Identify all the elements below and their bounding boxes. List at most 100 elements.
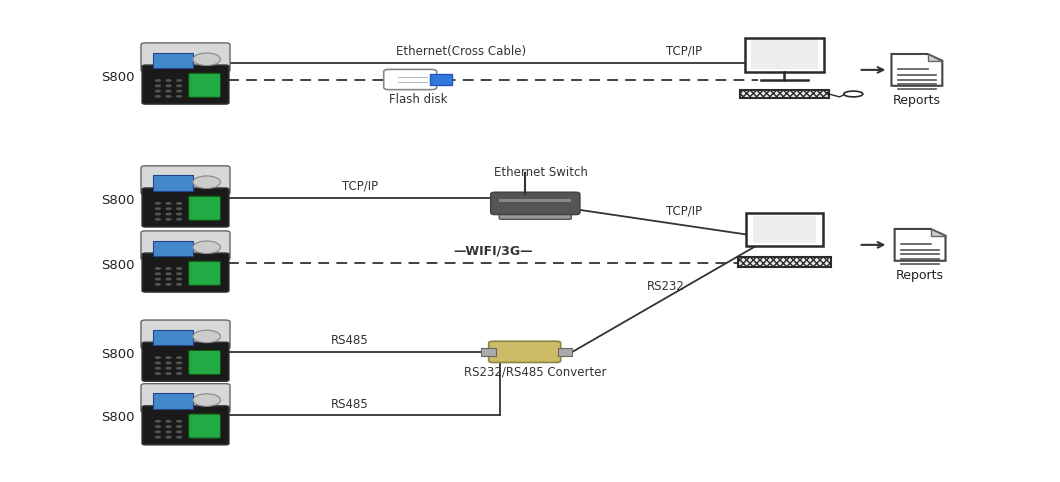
FancyBboxPatch shape xyxy=(141,43,230,72)
FancyBboxPatch shape xyxy=(153,330,193,345)
Circle shape xyxy=(176,202,182,205)
FancyBboxPatch shape xyxy=(153,241,193,256)
FancyBboxPatch shape xyxy=(750,40,818,69)
Circle shape xyxy=(165,425,172,428)
Circle shape xyxy=(176,95,182,98)
Circle shape xyxy=(176,213,182,215)
Circle shape xyxy=(165,278,172,281)
Text: RS485: RS485 xyxy=(331,398,369,411)
Circle shape xyxy=(193,176,220,188)
Circle shape xyxy=(155,218,161,221)
Circle shape xyxy=(155,79,161,82)
Polygon shape xyxy=(891,54,942,86)
Text: S800: S800 xyxy=(101,412,135,424)
FancyBboxPatch shape xyxy=(189,73,220,97)
Circle shape xyxy=(176,278,182,281)
Circle shape xyxy=(165,218,172,221)
FancyBboxPatch shape xyxy=(738,257,831,267)
Circle shape xyxy=(193,241,220,254)
Text: S800: S800 xyxy=(101,194,135,206)
FancyBboxPatch shape xyxy=(141,231,230,260)
Circle shape xyxy=(176,267,182,270)
Circle shape xyxy=(155,207,161,210)
Text: Reports: Reports xyxy=(893,94,941,107)
Circle shape xyxy=(165,90,172,93)
Circle shape xyxy=(176,430,182,433)
Text: S800: S800 xyxy=(101,259,135,271)
Circle shape xyxy=(155,430,161,433)
Circle shape xyxy=(165,213,172,215)
Circle shape xyxy=(176,272,182,275)
Circle shape xyxy=(176,436,182,439)
Circle shape xyxy=(165,430,172,433)
FancyBboxPatch shape xyxy=(384,69,437,90)
Circle shape xyxy=(155,272,161,275)
FancyBboxPatch shape xyxy=(753,216,816,243)
Circle shape xyxy=(155,420,161,423)
Text: Reports: Reports xyxy=(896,269,944,282)
Circle shape xyxy=(165,84,172,87)
FancyBboxPatch shape xyxy=(491,192,580,214)
FancyBboxPatch shape xyxy=(481,348,496,356)
FancyBboxPatch shape xyxy=(153,393,193,409)
FancyBboxPatch shape xyxy=(499,211,571,219)
FancyBboxPatch shape xyxy=(499,199,571,202)
Circle shape xyxy=(176,84,182,87)
FancyBboxPatch shape xyxy=(142,253,229,292)
FancyBboxPatch shape xyxy=(142,342,229,381)
Circle shape xyxy=(176,207,182,210)
FancyBboxPatch shape xyxy=(744,38,825,72)
Circle shape xyxy=(155,267,161,270)
Circle shape xyxy=(165,95,172,98)
Text: TCP/IP: TCP/IP xyxy=(666,205,702,218)
FancyBboxPatch shape xyxy=(189,414,220,438)
Circle shape xyxy=(155,436,161,439)
Circle shape xyxy=(155,425,161,428)
FancyBboxPatch shape xyxy=(430,74,452,85)
Text: Flash disk: Flash disk xyxy=(389,93,448,106)
Text: S800: S800 xyxy=(101,71,135,83)
Circle shape xyxy=(165,372,172,375)
Circle shape xyxy=(165,267,172,270)
Circle shape xyxy=(165,272,172,275)
FancyBboxPatch shape xyxy=(558,348,572,356)
Circle shape xyxy=(165,283,172,286)
FancyBboxPatch shape xyxy=(141,320,230,349)
Circle shape xyxy=(155,362,161,364)
Polygon shape xyxy=(928,54,942,61)
Circle shape xyxy=(176,356,182,359)
FancyBboxPatch shape xyxy=(141,384,230,413)
Circle shape xyxy=(155,372,161,375)
Text: TCP/IP: TCP/IP xyxy=(342,180,378,193)
Circle shape xyxy=(165,362,172,364)
FancyBboxPatch shape xyxy=(142,65,229,104)
Ellipse shape xyxy=(844,91,863,97)
FancyBboxPatch shape xyxy=(189,261,220,285)
Circle shape xyxy=(176,367,182,370)
Circle shape xyxy=(165,207,172,210)
Circle shape xyxy=(165,367,172,370)
Circle shape xyxy=(155,202,161,205)
Circle shape xyxy=(165,79,172,82)
Circle shape xyxy=(155,213,161,215)
FancyBboxPatch shape xyxy=(153,175,193,191)
Circle shape xyxy=(165,436,172,439)
Circle shape xyxy=(155,278,161,281)
Text: Ethernet(Cross Cable): Ethernet(Cross Cable) xyxy=(396,45,526,58)
Text: RS232/RS485 Converter: RS232/RS485 Converter xyxy=(464,365,606,378)
Circle shape xyxy=(176,420,182,423)
FancyBboxPatch shape xyxy=(153,53,193,68)
Circle shape xyxy=(155,84,161,87)
Circle shape xyxy=(165,420,172,423)
Circle shape xyxy=(176,283,182,286)
Circle shape xyxy=(193,330,220,343)
FancyBboxPatch shape xyxy=(142,188,229,227)
FancyBboxPatch shape xyxy=(489,341,561,362)
FancyBboxPatch shape xyxy=(189,350,220,375)
Circle shape xyxy=(176,372,182,375)
Circle shape xyxy=(193,394,220,406)
Circle shape xyxy=(155,356,161,359)
Circle shape xyxy=(155,95,161,98)
Text: —WIFI/3G—: —WIFI/3G— xyxy=(454,245,533,258)
Circle shape xyxy=(155,367,161,370)
